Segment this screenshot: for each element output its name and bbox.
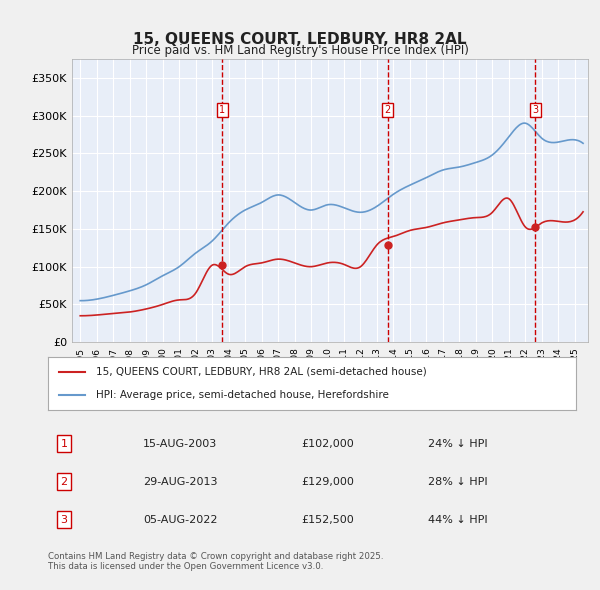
Text: 15, QUEENS COURT, LEDBURY, HR8 2AL (semi-detached house): 15, QUEENS COURT, LEDBURY, HR8 2AL (semi… — [95, 367, 426, 377]
Text: 2: 2 — [60, 477, 67, 487]
Text: 44% ↓ HPI: 44% ↓ HPI — [428, 515, 488, 525]
Text: 15-AUG-2003: 15-AUG-2003 — [143, 438, 217, 448]
Text: £152,500: £152,500 — [301, 515, 354, 525]
Text: £102,000: £102,000 — [301, 438, 354, 448]
Text: This data is licensed under the Open Government Licence v3.0.: This data is licensed under the Open Gov… — [48, 562, 323, 571]
Text: 15, QUEENS COURT, LEDBURY, HR8 2AL: 15, QUEENS COURT, LEDBURY, HR8 2AL — [133, 32, 467, 47]
Text: 2: 2 — [385, 105, 391, 115]
Text: 1: 1 — [61, 438, 67, 448]
Text: 1: 1 — [220, 105, 226, 115]
Text: 3: 3 — [61, 515, 67, 525]
Text: 3: 3 — [532, 105, 538, 115]
Text: 05-AUG-2022: 05-AUG-2022 — [143, 515, 218, 525]
Text: Contains HM Land Registry data © Crown copyright and database right 2025.: Contains HM Land Registry data © Crown c… — [48, 552, 383, 560]
Text: 28% ↓ HPI: 28% ↓ HPI — [428, 477, 488, 487]
Text: 29-AUG-2013: 29-AUG-2013 — [143, 477, 218, 487]
Text: Price paid vs. HM Land Registry's House Price Index (HPI): Price paid vs. HM Land Registry's House … — [131, 44, 469, 57]
Text: £129,000: £129,000 — [301, 477, 355, 487]
Text: 24% ↓ HPI: 24% ↓ HPI — [428, 438, 488, 448]
Text: HPI: Average price, semi-detached house, Herefordshire: HPI: Average price, semi-detached house,… — [95, 390, 388, 400]
